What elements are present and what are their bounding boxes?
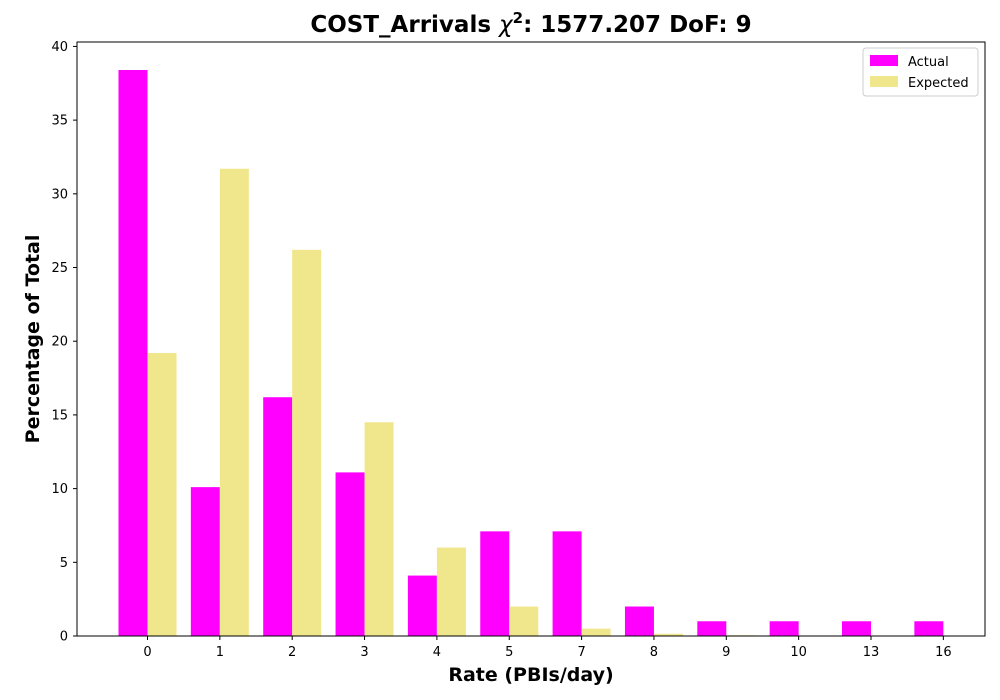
y-axis-label: Percentage of Total [22, 235, 44, 444]
y-tick-label: 0 [60, 630, 68, 645]
bar-actual-5 [480, 531, 510, 636]
x-tick-label: 3 [360, 645, 368, 660]
bar-expected-4 [436, 547, 466, 636]
plot-frame [76, 41, 986, 637]
bar-actual-0 [118, 70, 148, 637]
x-tick-label: 0 [143, 645, 151, 660]
bar-expected-8 [653, 633, 683, 636]
x-tick-label: 10 [790, 645, 807, 660]
bar-actual-3 [335, 472, 365, 636]
bar-actual-1 [190, 487, 220, 636]
x-tick-label: 8 [650, 645, 658, 660]
x-axis-label: Rate (PBIs/day) [448, 664, 613, 686]
y-tick-label: 5 [60, 556, 68, 571]
x-tick-label: 16 [935, 645, 952, 660]
bar-actual-8 [624, 606, 654, 636]
y-tick-label: 15 [51, 408, 68, 423]
bar-actual-9 [697, 621, 727, 636]
bar-expected-0 [147, 353, 177, 636]
legend-label-actual: Actual [908, 55, 949, 70]
y-tick-label: 40 [51, 40, 68, 55]
y-axis-ticks: 0 5 10 15 20 25 30 35 40 [51, 40, 77, 645]
bar-actual-4 [407, 575, 437, 636]
bar-actual-7 [552, 531, 582, 636]
x-tick-label: 9 [722, 645, 730, 660]
x-axis-ticks: 0 1 2 3 4 5 7 8 9 10 13 16 [143, 636, 952, 660]
legend: Actual Expected [862, 47, 979, 97]
bar-expected-1 [219, 168, 249, 636]
bar-actual-10 [769, 621, 799, 636]
x-tick-label: 7 [577, 645, 585, 660]
chart-title: COST_Arrivals χ2: 1577.207 DoF: 9 [310, 9, 751, 38]
bar-actual-2 [263, 397, 293, 636]
chi-superscript: 2 [513, 9, 523, 27]
bar-actual-16 [914, 621, 944, 636]
x-tick-label: 2 [288, 645, 296, 660]
y-tick-label: 25 [51, 261, 68, 276]
bar-expected-5 [509, 606, 539, 636]
bar-expected-2 [292, 249, 322, 637]
x-tick-label: 5 [505, 645, 513, 660]
x-tick-label: 1 [216, 645, 224, 660]
bar-expected-3 [364, 422, 394, 636]
legend-label-expected: Expected [908, 76, 969, 91]
x-tick-label: 13 [863, 645, 880, 660]
bar-expected-7 [581, 628, 611, 636]
legend-swatch-actual [870, 55, 898, 66]
bars [118, 70, 944, 637]
y-tick-label: 30 [51, 187, 68, 202]
bar-actual-13 [842, 621, 871, 636]
y-tick-label: 35 [51, 114, 68, 129]
y-tick-label: 10 [51, 482, 68, 497]
y-tick-label: 20 [51, 335, 68, 350]
x-tick-label: 4 [433, 645, 441, 660]
chi-symbol: χ [497, 12, 514, 38]
legend-swatch-expected [870, 76, 898, 87]
